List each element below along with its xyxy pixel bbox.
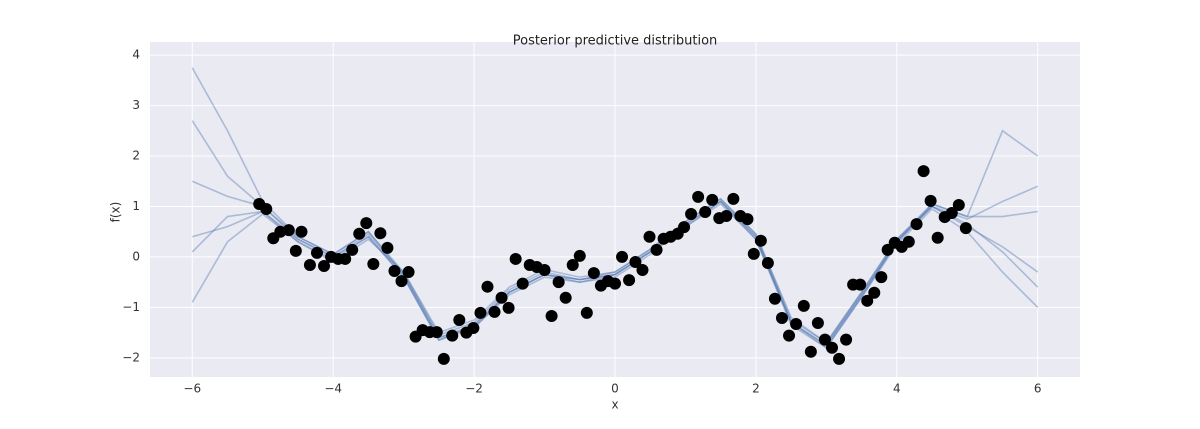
data-point — [826, 341, 838, 354]
data-point — [516, 277, 529, 290]
y-tick-label: −1 — [122, 300, 140, 314]
data-point — [727, 192, 740, 205]
y-tick-label: 2 — [132, 149, 140, 163]
data-point — [692, 190, 705, 203]
data-point — [678, 221, 691, 234]
data-point — [945, 207, 958, 220]
data-point — [282, 224, 295, 237]
x-tick-label: 4 — [893, 382, 901, 396]
data-point — [545, 309, 558, 322]
y-tick-label: 4 — [132, 48, 140, 62]
y-axis-label: f(x) — [109, 202, 123, 223]
data-point — [699, 206, 712, 219]
data-point — [685, 208, 698, 221]
data-point — [360, 217, 373, 230]
data-point — [931, 231, 944, 244]
data-point — [854, 278, 867, 291]
data-point — [754, 234, 767, 247]
data-point — [952, 198, 965, 211]
data-point — [310, 246, 323, 259]
y-tick-label: −2 — [122, 350, 140, 364]
data-point — [875, 271, 888, 284]
data-point — [289, 244, 302, 257]
data-point — [260, 202, 273, 215]
x-tick-label: −4 — [324, 382, 342, 396]
data-point — [488, 305, 501, 318]
data-point — [783, 329, 796, 342]
chart-title: Posterior predictive distribution — [513, 34, 718, 49]
data-point — [720, 210, 733, 223]
data-point — [643, 230, 656, 243]
data-point — [616, 250, 629, 263]
data-point — [474, 306, 487, 319]
data-point — [395, 275, 408, 288]
data-point — [509, 252, 522, 265]
data-point — [818, 333, 831, 346]
data-point — [917, 165, 930, 178]
data-point — [467, 322, 480, 335]
y-tick-label: 1 — [132, 199, 140, 213]
data-point — [446, 329, 459, 342]
data-point — [811, 317, 824, 330]
data-point — [840, 333, 853, 346]
y-tick-label: 0 — [132, 249, 140, 263]
data-point — [623, 274, 636, 287]
data-point — [495, 291, 508, 304]
data-point — [430, 326, 443, 339]
data-point — [636, 264, 649, 277]
data-point — [580, 306, 593, 319]
data-point — [868, 286, 881, 299]
x-tick-label: 6 — [1034, 382, 1042, 396]
data-point — [587, 267, 600, 280]
y-tick-label: 3 — [132, 98, 140, 112]
x-tick-label: −2 — [465, 382, 483, 396]
data-point — [353, 227, 366, 240]
data-point — [650, 243, 663, 256]
data-point — [437, 352, 450, 365]
data-point — [959, 222, 972, 235]
data-point — [559, 291, 572, 304]
data-point — [741, 213, 754, 226]
data-point — [861, 294, 874, 307]
data-point — [797, 299, 810, 312]
x-tick-label: 0 — [611, 382, 619, 396]
x-tick-label: −6 — [183, 382, 201, 396]
data-point — [761, 256, 774, 269]
data-point — [346, 243, 359, 256]
data-point — [790, 318, 803, 331]
x-axis-label: x — [611, 398, 618, 412]
data-point — [573, 249, 586, 262]
data-point — [902, 235, 915, 248]
x-tick-label: 2 — [752, 382, 760, 396]
data-point — [747, 247, 760, 260]
data-point — [552, 276, 565, 289]
data-point — [381, 241, 394, 254]
data-point — [706, 193, 719, 206]
data-point — [910, 218, 923, 231]
data-point — [538, 264, 551, 277]
data-point — [833, 352, 846, 365]
data-point — [481, 280, 494, 293]
data-point — [303, 258, 316, 271]
data-point — [295, 225, 308, 238]
data-point — [318, 260, 331, 273]
data-point — [804, 345, 817, 358]
data-point — [388, 265, 401, 278]
data-point — [374, 227, 387, 240]
data-point — [924, 194, 937, 207]
data-point — [768, 292, 781, 305]
data-point — [566, 258, 579, 271]
data-point — [502, 301, 515, 314]
data-point — [402, 266, 415, 279]
data-point — [609, 277, 621, 290]
data-point — [339, 252, 352, 265]
data-point — [629, 255, 642, 268]
data-point — [775, 311, 788, 324]
data-point — [367, 257, 380, 270]
data-point — [453, 313, 466, 326]
